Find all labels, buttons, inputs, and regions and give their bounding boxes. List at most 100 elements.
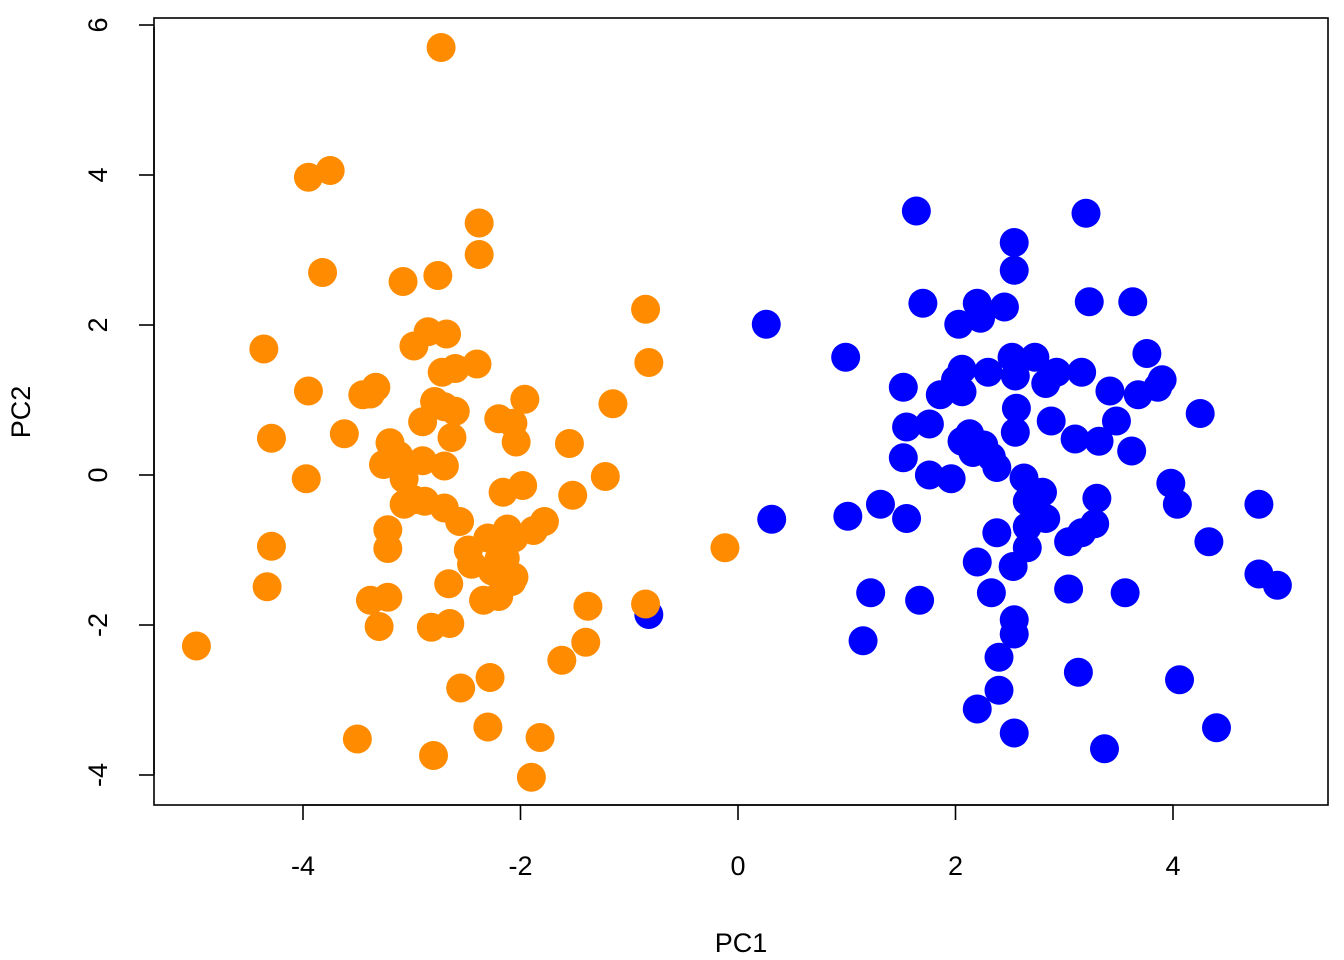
- data-point: [914, 460, 944, 490]
- data-point: [373, 534, 403, 563]
- data-point: [510, 384, 540, 414]
- data-point: [529, 507, 559, 536]
- data-point: [1162, 489, 1192, 519]
- data-point: [181, 631, 211, 661]
- data-point: [905, 585, 935, 615]
- data-point: [1202, 713, 1231, 743]
- data-point: [373, 582, 403, 612]
- data-point: [1036, 406, 1066, 436]
- data-point: [1054, 574, 1084, 604]
- data-point: [329, 419, 359, 449]
- data-point: [1089, 734, 1119, 764]
- x-tick-label: 2: [948, 851, 963, 881]
- data-point: [291, 464, 321, 494]
- data-point: [1000, 361, 1030, 391]
- data-point: [901, 196, 931, 226]
- data-point: [473, 712, 503, 742]
- data-point: [423, 261, 453, 290]
- y-tick-label: -4: [83, 763, 113, 787]
- data-point: [249, 334, 279, 364]
- y-tick-label: -2: [83, 613, 113, 637]
- data-point: [308, 258, 338, 287]
- data-point: [384, 441, 414, 470]
- data-point: [999, 255, 1029, 285]
- x-axis-title: PC1: [715, 928, 768, 958]
- data-point: [434, 569, 464, 599]
- data-point: [892, 504, 922, 533]
- data-point: [464, 240, 494, 269]
- data-point: [1165, 665, 1195, 695]
- y-tick-label: 2: [83, 317, 113, 332]
- data-point: [508, 471, 538, 500]
- data-point: [947, 354, 977, 384]
- data-point: [440, 396, 470, 426]
- data-point: [962, 547, 992, 577]
- data-point: [947, 377, 977, 407]
- data-point: [432, 319, 462, 349]
- scatter-points: [181, 33, 1292, 792]
- data-point: [364, 612, 394, 641]
- data-point: [1194, 527, 1224, 557]
- data-point: [999, 718, 1029, 748]
- data-point: [1082, 483, 1112, 513]
- data-point: [435, 609, 465, 638]
- data-point: [437, 423, 467, 452]
- data-point: [590, 462, 620, 491]
- data-point: [751, 309, 781, 339]
- data-point: [892, 412, 922, 442]
- x-tick-label: 4: [1165, 851, 1180, 881]
- data-point: [856, 578, 886, 608]
- data-point: [1101, 406, 1131, 436]
- data-point: [293, 376, 323, 406]
- x-tick-label: -4: [291, 851, 315, 881]
- data-point: [446, 673, 476, 703]
- data-point: [976, 578, 1006, 608]
- data-point: [440, 354, 470, 383]
- x-axis: -4 -2 0 2 4: [291, 804, 1181, 881]
- y-tick-label: 0: [83, 467, 113, 482]
- data-point: [315, 156, 345, 185]
- data-point: [1084, 426, 1114, 456]
- data-point: [989, 292, 1019, 322]
- data-point: [982, 518, 1012, 548]
- data-point: [426, 33, 456, 62]
- data-point: [831, 342, 861, 372]
- x-tick-label: -2: [508, 851, 532, 881]
- data-point: [1031, 504, 1061, 533]
- data-point: [429, 451, 459, 481]
- data-point: [1028, 477, 1057, 507]
- data-point: [462, 349, 492, 379]
- data-point: [1042, 357, 1072, 387]
- x-tick-label: 0: [730, 851, 745, 881]
- data-point: [1080, 509, 1110, 539]
- data-point: [999, 228, 1029, 257]
- data-point: [252, 572, 282, 602]
- data-point: [256, 423, 286, 453]
- data-point: [936, 464, 966, 494]
- data-point: [973, 357, 1003, 387]
- y-tick-label: 4: [83, 167, 113, 182]
- data-point: [1110, 578, 1140, 608]
- data-point: [573, 591, 603, 621]
- data-point: [888, 372, 918, 402]
- data-point: [1020, 342, 1050, 372]
- data-point: [984, 675, 1014, 705]
- data-point: [888, 443, 918, 473]
- data-point: [631, 294, 661, 324]
- data-point: [361, 372, 391, 402]
- data-point: [1262, 570, 1292, 600]
- data-point: [1067, 357, 1097, 387]
- data-point: [499, 562, 529, 592]
- data-point: [1063, 657, 1093, 687]
- data-point: [558, 480, 588, 510]
- data-point: [1147, 365, 1177, 395]
- data-point: [1095, 376, 1125, 406]
- data-point: [634, 348, 664, 377]
- data-point: [445, 507, 475, 536]
- data-point: [501, 427, 531, 457]
- data-point: [908, 288, 938, 318]
- data-point: [914, 409, 944, 439]
- data-point: [966, 303, 996, 333]
- data-point: [984, 642, 1014, 672]
